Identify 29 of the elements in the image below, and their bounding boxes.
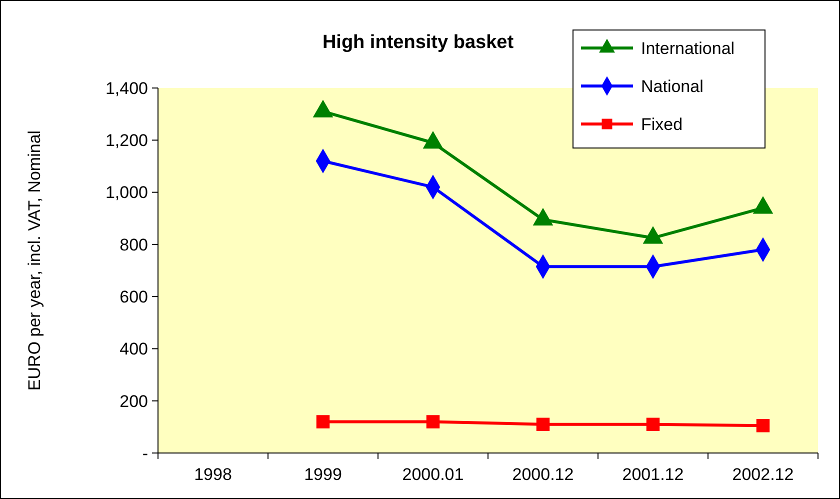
y-tick-label: 600 — [120, 288, 148, 307]
point — [756, 419, 770, 432]
legend-label: National — [641, 76, 704, 96]
x-tick-label: 2000.12 — [512, 465, 574, 484]
x-tick-label: 1999 — [304, 465, 342, 484]
x-tick-label: 2001.12 — [622, 465, 684, 484]
y-tick-label: 1,200 — [105, 131, 148, 150]
y-tick-label: 800 — [120, 235, 148, 254]
point — [426, 415, 440, 428]
y-tick-label: 1,400 — [105, 78, 148, 98]
chart-title: High intensity basket — [322, 32, 514, 53]
point — [753, 196, 773, 214]
legend-label: International — [641, 38, 735, 58]
point — [643, 226, 663, 244]
x-tick-label: 2002.12 — [732, 465, 794, 484]
y-tick-label: - — [142, 444, 148, 463]
point — [533, 208, 553, 226]
legend-label: Fixed — [641, 114, 683, 134]
point — [536, 418, 550, 431]
point — [313, 100, 333, 118]
point — [646, 418, 660, 431]
point — [423, 132, 443, 149]
point — [316, 415, 330, 428]
x-tick-label: 2000.01 — [402, 465, 464, 484]
x-tick-label: 1998 — [194, 465, 232, 484]
y-axis-title: EURO per year, incl. VAT, Nominal — [25, 130, 44, 391]
y-tick-label: 200 — [120, 392, 148, 411]
y-tick-label: 1,000 — [105, 183, 148, 202]
y-tick-label: 400 — [120, 340, 148, 359]
